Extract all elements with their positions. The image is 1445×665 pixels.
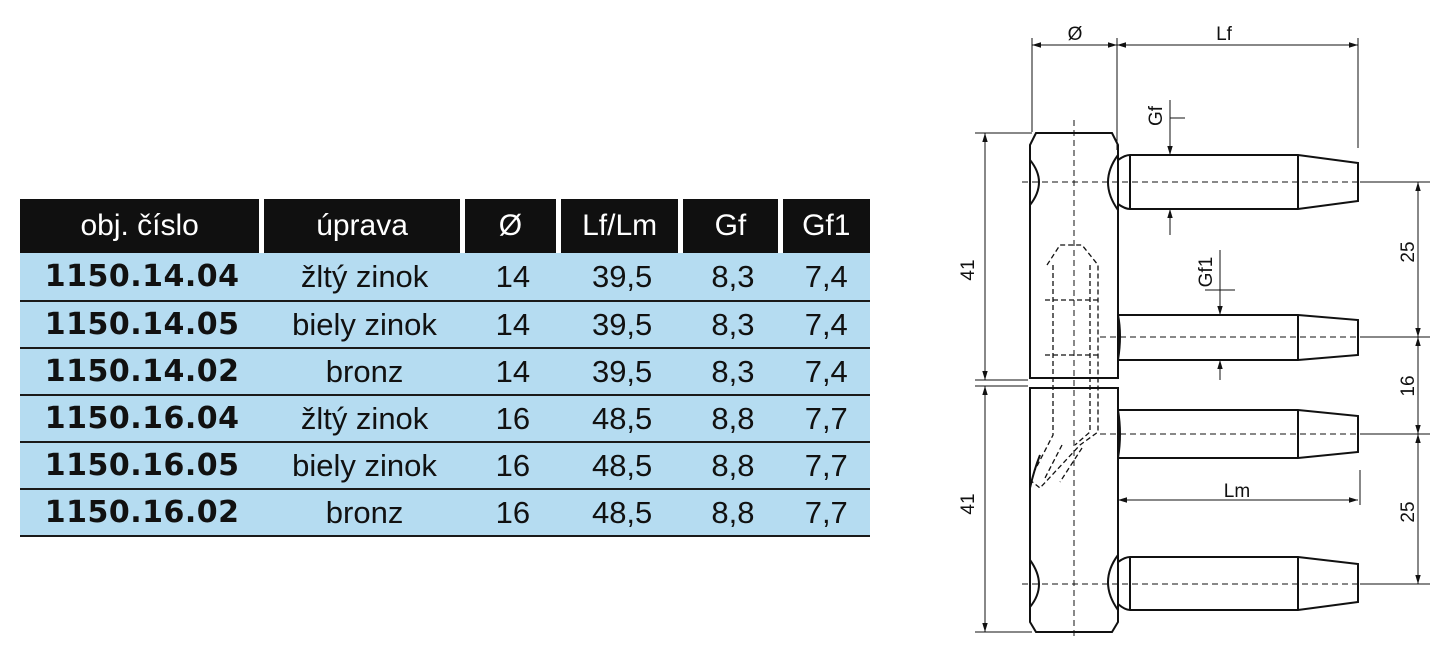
cell-gf: 8,3 <box>683 349 783 396</box>
dim-label-gf1: Gf1 <box>1196 257 1217 288</box>
cell-obj-cislo: 1150.16.04 <box>20 396 265 443</box>
dim-label-spacing-middle: 16 <box>1398 375 1419 396</box>
hinge-barrel-upper <box>1029 132 1119 379</box>
cell-gf1: 7,4 <box>782 302 870 349</box>
dim-label-spacing-bottom: 25 <box>1398 501 1419 522</box>
dim-label-lf: Lf <box>1216 24 1233 45</box>
dim-label-height-upper: 41 <box>958 259 979 280</box>
cell-gf: 8,3 <box>683 302 783 349</box>
cell-gf: 8,8 <box>683 490 783 537</box>
header-lf-lm: Lf/Lm <box>560 199 684 253</box>
header-gf: Gf <box>683 199 783 253</box>
cell-obj-cislo: 1150.16.02 <box>20 490 265 537</box>
cell-diameter: 14 <box>464 302 561 349</box>
table-row: 1150.16.04 žltý zinok 16 48,5 8,8 7,7 <box>20 396 870 443</box>
cell-uprava: biely zinok <box>264 443 465 490</box>
cell-uprava: biely zinok <box>264 302 465 349</box>
cell-diameter: 16 <box>464 490 561 537</box>
header-obj-cislo: obj. číslo <box>20 199 265 253</box>
cell-diameter: 16 <box>464 396 561 443</box>
table-row: 1150.16.02 bronz 16 48,5 8,8 7,7 <box>20 490 870 537</box>
header-gf1: Gf1 <box>782 199 870 253</box>
cell-uprava: žltý zinok <box>264 396 465 443</box>
cell-obj-cislo: 1150.14.05 <box>20 302 265 349</box>
dim-label-lm: Lm <box>1224 481 1250 502</box>
cell-lf-lm: 48,5 <box>560 396 684 443</box>
cell-gf1: 7,4 <box>782 253 870 302</box>
cell-obj-cislo: 1150.16.05 <box>20 443 265 490</box>
hidden-pin <box>1029 244 1100 489</box>
dim-label-height-lower: 41 <box>958 493 979 514</box>
cell-lf-lm: 48,5 <box>560 443 684 490</box>
cell-gf: 8,8 <box>683 396 783 443</box>
table-row: 1150.14.05 biely zinok 14 39,5 8,3 7,4 <box>20 302 870 349</box>
cell-gf: 8,3 <box>683 253 783 302</box>
extension-lines <box>975 38 1430 633</box>
cell-lf-lm: 39,5 <box>560 349 684 396</box>
cell-gf1: 7,7 <box>782 396 870 443</box>
pin-2 <box>1117 314 1359 361</box>
cell-obj-cislo: 1150.14.02 <box>20 349 265 396</box>
cell-gf1: 7,4 <box>782 349 870 396</box>
pin-axes <box>1022 181 1380 585</box>
cell-obj-cislo: 1150.14.04 <box>20 253 265 302</box>
dimension-lines <box>982 42 1421 632</box>
cell-lf-lm: 39,5 <box>560 302 684 349</box>
table-row: 1150.14.02 bronz 14 39,5 8,3 7,4 <box>20 349 870 396</box>
hinge-technical-drawing: Ø Lf Lm Gf Gf1 41 41 25 16 25 <box>958 24 1430 640</box>
cell-lf-lm: 39,5 <box>560 253 684 302</box>
header-uprava: úprava <box>264 199 465 253</box>
cell-diameter: 16 <box>464 443 561 490</box>
cell-gf1: 7,7 <box>782 443 870 490</box>
dim-label-gf: Gf <box>1146 105 1167 126</box>
cell-uprava: bronz <box>264 490 465 537</box>
cell-gf: 8,8 <box>683 443 783 490</box>
dim-label-spacing-top: 25 <box>1398 241 1419 262</box>
cell-lf-lm: 48,5 <box>560 490 684 537</box>
header-diameter: Ø <box>464 199 561 253</box>
table-header-row: obj. číslo úprava Ø Lf/Lm Gf Gf1 <box>20 199 870 253</box>
cell-uprava: žltý zinok <box>264 253 465 302</box>
dim-label-diameter: Ø <box>1068 24 1083 45</box>
cell-diameter: 14 <box>464 349 561 396</box>
table-row: 1150.14.04 žltý zinok 14 39,5 8,3 7,4 <box>20 253 870 302</box>
hinge-barrel-lower <box>1029 387 1119 633</box>
table-row: 1150.16.05 biely zinok 16 48,5 8,8 7,7 <box>20 443 870 490</box>
cell-uprava: bronz <box>264 349 465 396</box>
spec-table: obj. číslo úprava Ø Lf/Lm Gf Gf1 1150.14… <box>20 199 870 537</box>
cell-gf1: 7,7 <box>782 490 870 537</box>
cell-diameter: 14 <box>464 253 561 302</box>
